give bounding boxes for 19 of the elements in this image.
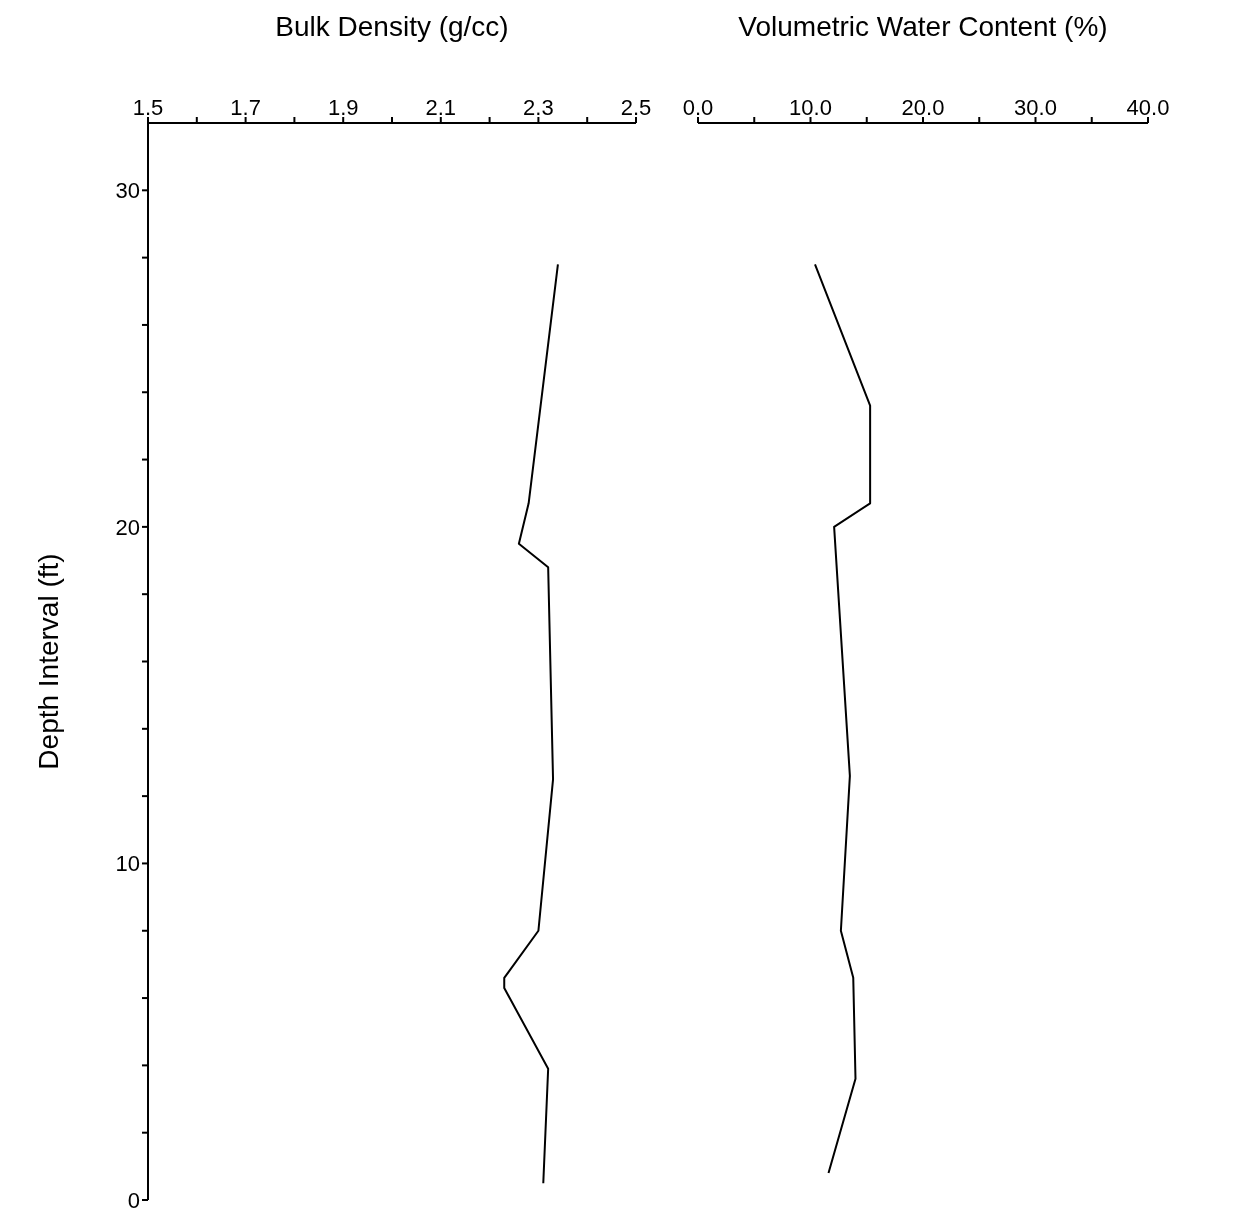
y-tick-label: 10 xyxy=(115,851,140,877)
x-tick-label: 1.5 xyxy=(132,95,164,120)
x-tick-label: 2.3 xyxy=(523,95,554,120)
x-tick-label: 0.0 xyxy=(682,95,714,120)
y-tick-label: 0 xyxy=(127,1187,140,1213)
y-axis-title: Depth Interval (ft) xyxy=(32,553,64,770)
line-series xyxy=(503,263,559,1185)
x-tick-label: 1.7 xyxy=(230,95,261,120)
x-tick-label: 1.9 xyxy=(327,95,359,120)
y-tick-label: 20 xyxy=(115,514,140,540)
x-tick-label: 30.0 xyxy=(1014,95,1057,120)
x-tick-label: 20.0 xyxy=(901,95,945,120)
x-tick-label: 10.0 xyxy=(789,95,832,120)
x-tick-label: 2.1 xyxy=(425,95,457,120)
x-tick-label: 2.5 xyxy=(620,95,652,120)
x-tick-label: 40.0 xyxy=(1126,95,1170,120)
y-tick-label: 30 xyxy=(115,178,140,204)
x-axis-title: Bulk Density (g/cc) xyxy=(275,10,509,42)
x-axis-title: Volumetric Water Content (%) xyxy=(738,10,1108,42)
